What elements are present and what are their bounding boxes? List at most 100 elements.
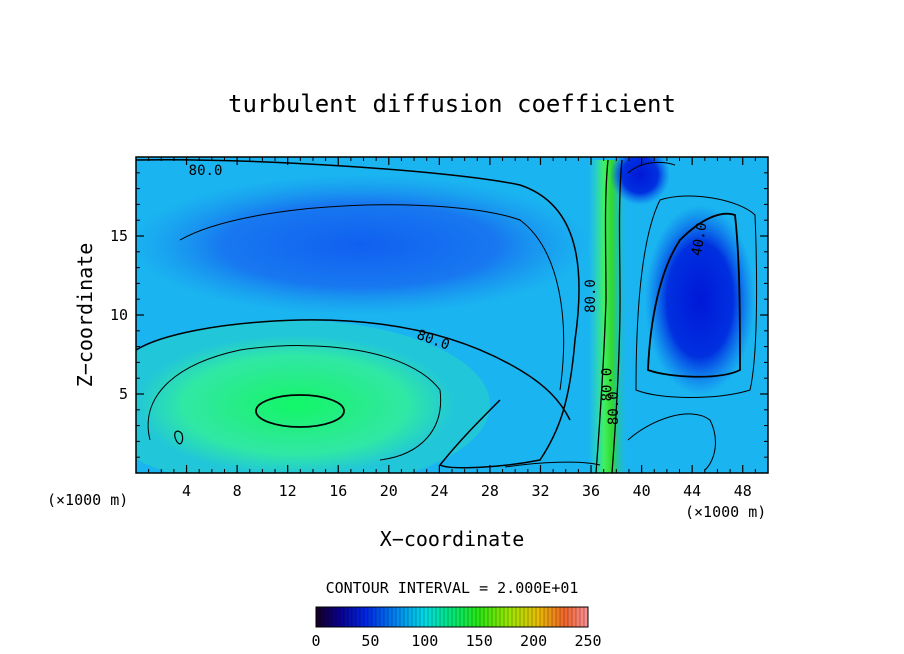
x-tick-label: 36 — [582, 482, 600, 500]
colorbar-swatch — [340, 607, 345, 627]
contour-label: 80.0 — [189, 163, 223, 179]
contour-interval-text: CONTOUR INTERVAL = 2.000E+01 — [326, 579, 579, 597]
contour-line — [136, 319, 571, 421]
colorbar-swatch — [336, 607, 341, 627]
colorbar-swatch — [568, 607, 573, 627]
colorbar-swatch — [436, 607, 441, 627]
contour-label: 80.0 — [583, 279, 599, 313]
colorbar-swatch — [520, 607, 525, 627]
colorbar-swatch — [376, 607, 381, 627]
colorbar-swatch — [508, 607, 513, 627]
colorbar-swatch — [332, 607, 337, 627]
colorbar-swatch — [556, 607, 561, 627]
colorbar-tick-label: 100 — [411, 632, 438, 650]
colorbar-swatch — [364, 607, 369, 627]
colorbar-swatch — [432, 607, 437, 627]
colorbar-swatch — [464, 607, 469, 627]
colorbar-swatch — [548, 607, 553, 627]
x-tick-label: 8 — [233, 482, 242, 500]
y-tick-label: 10 — [110, 306, 128, 324]
contour-lines — [136, 159, 758, 473]
x-axis: 4 8 12 16 20 24 28 32 36 40 44 48 — [148, 157, 756, 500]
colorbar-swatch — [488, 607, 493, 627]
colorbar-swatch — [400, 607, 405, 627]
colorbar-swatch — [544, 607, 549, 627]
colorbar-swatch — [460, 607, 465, 627]
colorbar-swatch — [448, 607, 453, 627]
colorbar-swatch — [380, 607, 385, 627]
colorbar-tick-label: 150 — [466, 632, 493, 650]
colorbar-swatch — [500, 607, 505, 627]
top-dark-cell — [610, 157, 670, 205]
colorbar-swatch — [532, 607, 537, 627]
contour-line — [647, 212, 741, 378]
colorbar-swatch — [420, 607, 425, 627]
x-tick-label: 40 — [633, 482, 651, 500]
contour-label: 80.0 — [606, 391, 622, 425]
colorbar-swatch — [492, 607, 497, 627]
colorbar-ticks: 0 50 100 150 200 250 — [311, 632, 601, 650]
contour-line — [255, 394, 345, 428]
colorbar-swatch — [496, 607, 501, 627]
colorbar-swatch — [348, 607, 353, 627]
contour-line — [627, 161, 676, 174]
colorbar-swatch — [524, 607, 529, 627]
chart-title: turbulent diffusion coefficient — [228, 90, 676, 118]
colorbar-swatch — [416, 607, 421, 627]
colorbar-swatch — [572, 607, 577, 627]
x-tick-label: 12 — [279, 482, 297, 500]
contour-line — [136, 159, 580, 469]
colorbar-swatch — [324, 607, 329, 627]
colorbar-swatch — [536, 607, 541, 627]
x-tick-label: 24 — [430, 482, 448, 500]
colorbar-swatch — [344, 607, 349, 627]
lower-green-cell — [136, 335, 455, 473]
colorbar-swatch — [396, 607, 401, 627]
contour-line — [635, 195, 758, 398]
colorbar-swatch — [408, 607, 413, 627]
colorbar-swatch — [584, 607, 589, 627]
colorbar-swatch — [484, 607, 489, 627]
colorbar-swatch — [372, 607, 377, 627]
contour-labels: 80.080.080.080.080.040.0 — [189, 163, 711, 425]
colorbar-swatch — [552, 607, 557, 627]
colorbar-swatch — [412, 607, 417, 627]
green-column — [588, 160, 628, 473]
colorbar-swatch — [476, 607, 481, 627]
contour-line — [147, 345, 442, 461]
colorbar-tick-label: 50 — [361, 632, 379, 650]
colorbar-swatch — [504, 607, 509, 627]
colorbar-swatch — [388, 607, 393, 627]
x-unit-label: (×1000 m) — [47, 491, 128, 509]
contour-line — [179, 204, 565, 391]
colorbar: 0 50 100 150 200 250 — [311, 606, 602, 650]
contour-line — [174, 430, 184, 445]
y-axis: 5 10 15 — [110, 172, 768, 458]
colorbar-swatch — [316, 607, 321, 627]
colorbar-swatch — [468, 607, 473, 627]
colorbar-swatch — [516, 607, 521, 627]
colorbar-swatch — [472, 607, 477, 627]
colorbar-swatch — [564, 607, 569, 627]
contour-label: 40.0 — [689, 221, 711, 257]
colorbar-swatch — [480, 607, 485, 627]
upper-blue-cell — [136, 175, 590, 315]
y-tick-label: 5 — [119, 385, 128, 403]
colorbar-swatch — [352, 607, 357, 627]
colorbar-swatch — [560, 607, 565, 627]
colorbar-swatch — [424, 607, 429, 627]
colorbar-swatch — [540, 607, 545, 627]
colorbar-swatch — [384, 607, 389, 627]
contour-line — [504, 461, 601, 468]
x-tick-label: 20 — [380, 482, 398, 500]
x-tick-label: 48 — [734, 482, 752, 500]
colorbar-frame — [315, 606, 589, 628]
colorbar-swatch — [404, 607, 409, 627]
colorbar-swatch — [428, 607, 433, 627]
colorbar-tick-label: 0 — [311, 632, 320, 650]
x-tick-label: 4 — [182, 482, 191, 500]
x-tick-label: 44 — [683, 482, 701, 500]
colorbar-swatch — [444, 607, 449, 627]
colorbar-swatch — [440, 607, 445, 627]
